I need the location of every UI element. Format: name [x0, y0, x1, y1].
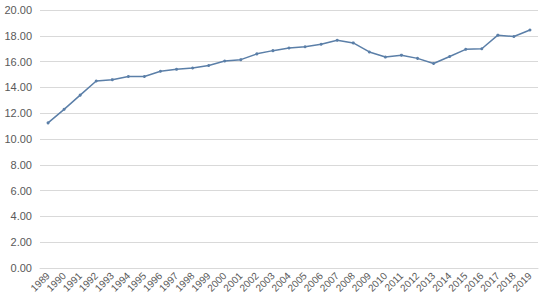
svg-text:2019: 2019: [510, 270, 534, 294]
svg-text:1997: 1997: [156, 270, 181, 294]
svg-text:1991: 1991: [60, 270, 85, 294]
svg-text:2004: 2004: [269, 270, 293, 294]
svg-text:1989: 1989: [28, 270, 52, 294]
svg-text:2005: 2005: [285, 270, 309, 294]
svg-text:2000: 2000: [205, 270, 229, 294]
svg-text:0.00: 0.00: [11, 262, 32, 274]
svg-text:20.00: 20.00: [4, 4, 32, 16]
svg-text:2011: 2011: [382, 270, 406, 294]
svg-text:12.00: 12.00: [4, 107, 32, 119]
svg-text:1996: 1996: [140, 270, 165, 294]
svg-text:2.00: 2.00: [11, 236, 32, 248]
svg-text:1999: 1999: [189, 270, 213, 294]
svg-text:2007: 2007: [317, 270, 342, 294]
svg-text:2002: 2002: [237, 270, 261, 294]
svg-text:1994: 1994: [108, 270, 133, 294]
svg-text:2015: 2015: [446, 270, 470, 294]
svg-text:2009: 2009: [349, 270, 374, 294]
svg-text:1993: 1993: [92, 270, 117, 294]
svg-text:1992: 1992: [76, 270, 101, 294]
svg-text:10.00: 10.00: [4, 133, 32, 145]
svg-text:2017: 2017: [478, 270, 502, 294]
svg-text:1990: 1990: [44, 270, 68, 294]
svg-text:8.00: 8.00: [11, 159, 32, 171]
svg-text:2018: 2018: [494, 270, 518, 294]
svg-text:6.00: 6.00: [11, 185, 32, 197]
svg-text:2006: 2006: [301, 270, 325, 294]
svg-text:2003: 2003: [253, 270, 277, 294]
svg-text:16.00: 16.00: [4, 56, 32, 68]
svg-text:2008: 2008: [333, 270, 358, 294]
svg-text:4.00: 4.00: [11, 210, 32, 222]
svg-text:1995: 1995: [124, 270, 149, 294]
svg-text:14.00: 14.00: [4, 81, 32, 93]
svg-text:2012: 2012: [397, 270, 422, 294]
svg-text:2013: 2013: [414, 270, 438, 294]
svg-text:2014: 2014: [430, 270, 454, 294]
svg-text:1998: 1998: [173, 270, 197, 294]
svg-text:2016: 2016: [462, 270, 486, 294]
svg-text:2010: 2010: [365, 270, 390, 294]
svg-text:2001: 2001: [221, 270, 245, 294]
svg-text:18.00: 18.00: [4, 30, 32, 42]
